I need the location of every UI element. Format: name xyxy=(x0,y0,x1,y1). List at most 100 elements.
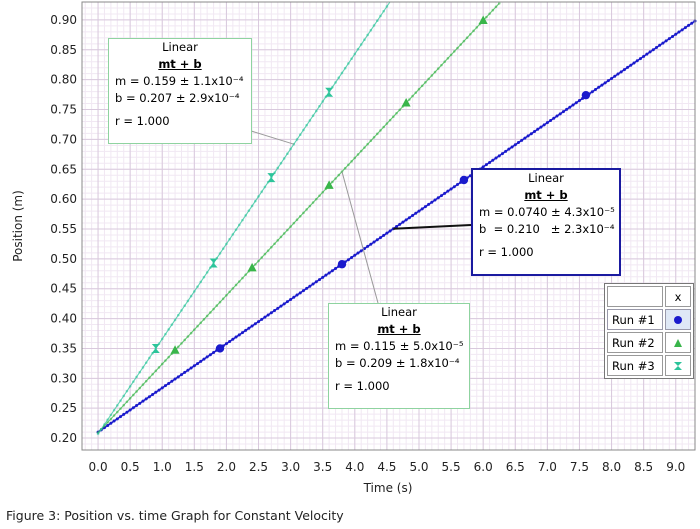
data-point xyxy=(417,87,421,91)
data-point xyxy=(311,201,315,204)
fit-box-run3[interactable]: Linear mt + b m = 0.159 ± 1.1x10⁻⁴ b = 0… xyxy=(108,38,252,144)
data-point xyxy=(279,161,283,165)
data-point xyxy=(408,98,411,101)
data-point xyxy=(661,41,665,45)
data-point xyxy=(632,61,636,65)
data-point xyxy=(334,267,338,271)
data-point xyxy=(135,404,139,408)
data-point xyxy=(144,397,148,401)
data-point xyxy=(138,386,142,390)
data-point xyxy=(353,253,357,257)
data-point xyxy=(132,380,135,383)
data-point xyxy=(231,287,235,290)
data-point xyxy=(257,195,260,198)
data-point xyxy=(513,143,517,147)
x-tick-label: 7.0 xyxy=(538,460,557,474)
data-point xyxy=(292,295,296,299)
y-tick-label: 0.40 xyxy=(50,312,77,326)
data-point xyxy=(465,36,469,39)
data-point xyxy=(382,125,385,129)
data-point xyxy=(234,228,238,231)
data-point xyxy=(289,225,292,228)
data-point xyxy=(301,289,305,293)
data-point xyxy=(314,109,318,113)
x-tick-label: 1.0 xyxy=(153,460,172,474)
data-point xyxy=(529,132,533,136)
data-point xyxy=(321,100,325,103)
data-point xyxy=(452,185,456,189)
data-point xyxy=(282,157,286,160)
data-point xyxy=(379,14,382,18)
data-point xyxy=(475,26,479,29)
data-point xyxy=(494,5,498,9)
y-tick-label: 0.60 xyxy=(50,192,77,206)
y-tick-label: 0.75 xyxy=(50,103,77,117)
data-point xyxy=(327,271,331,275)
data-point xyxy=(247,209,251,212)
data-point xyxy=(375,19,379,23)
data-point xyxy=(192,364,196,368)
x-tick-label: 2.5 xyxy=(249,460,268,474)
data-point xyxy=(138,401,142,405)
data-point xyxy=(125,389,129,393)
legend-item-run3[interactable]: Run #3 xyxy=(607,355,691,376)
data-point xyxy=(266,313,270,317)
data-point xyxy=(314,197,318,201)
data-point xyxy=(430,74,434,77)
data-point xyxy=(606,79,610,83)
data-point xyxy=(619,70,623,74)
data-point xyxy=(292,221,296,225)
data-point xyxy=(125,410,129,414)
data-point xyxy=(369,242,373,246)
fit-box-run2[interactable]: Linear mt + b m = 0.115 ± 5.0x10⁻⁵ b = 0… xyxy=(328,303,470,409)
data-point xyxy=(116,410,119,414)
data-point xyxy=(179,373,183,377)
x-tick-label: 6.5 xyxy=(506,460,525,474)
data-point xyxy=(372,240,376,244)
data-point xyxy=(446,56,450,60)
data-point xyxy=(363,146,366,149)
data-point xyxy=(302,128,305,132)
y-axis-ticks: 0.20 0.25 0.30 0.35 0.40 0.45 0.50 0.55 0.60 0.65… xyxy=(50,13,77,445)
data-point xyxy=(99,427,103,431)
y-tick-label: 0.55 xyxy=(50,222,77,236)
data-point xyxy=(549,118,553,122)
data-point xyxy=(385,5,389,8)
fit-slope: m = 0.159 ± 1.1x10⁻⁴ xyxy=(115,74,244,88)
data-point xyxy=(343,66,347,70)
data-point xyxy=(555,114,559,118)
data-point xyxy=(167,328,170,331)
data-point xyxy=(189,294,193,298)
connector-run1 xyxy=(393,224,472,230)
data-point xyxy=(311,282,315,286)
data-point xyxy=(507,147,511,151)
data-point xyxy=(250,204,254,208)
data-point xyxy=(244,273,247,276)
data-point xyxy=(138,370,142,374)
data-point xyxy=(176,375,180,379)
data-point xyxy=(119,399,122,402)
data-point xyxy=(132,393,135,397)
data-point xyxy=(224,342,228,346)
data-point xyxy=(392,115,395,118)
data-point xyxy=(109,417,113,421)
fit-title: Linear xyxy=(528,171,564,185)
series-2 xyxy=(96,2,501,434)
fit-box-run1[interactable]: Linear mt + b m = 0.0740 ± 4.3x10⁻⁵ b = … xyxy=(471,168,621,276)
triangle-marker xyxy=(478,15,488,25)
data-point xyxy=(433,198,437,202)
data-point xyxy=(449,187,453,191)
data-point xyxy=(286,152,289,155)
data-point xyxy=(289,297,293,301)
data-point xyxy=(163,384,167,388)
legend-close-button[interactable]: x xyxy=(665,286,691,307)
legend-filter-input[interactable] xyxy=(607,286,663,307)
x-tick-label: 8.5 xyxy=(634,460,653,474)
legend-item-run2[interactable]: Run #2 xyxy=(607,332,691,353)
data-point xyxy=(671,34,675,38)
data-point xyxy=(157,366,161,369)
data-point xyxy=(375,132,379,136)
data-point xyxy=(164,332,167,336)
legend-item-run1[interactable]: Run #1 xyxy=(607,309,691,330)
x-axis-label: Time (s) xyxy=(363,481,413,495)
